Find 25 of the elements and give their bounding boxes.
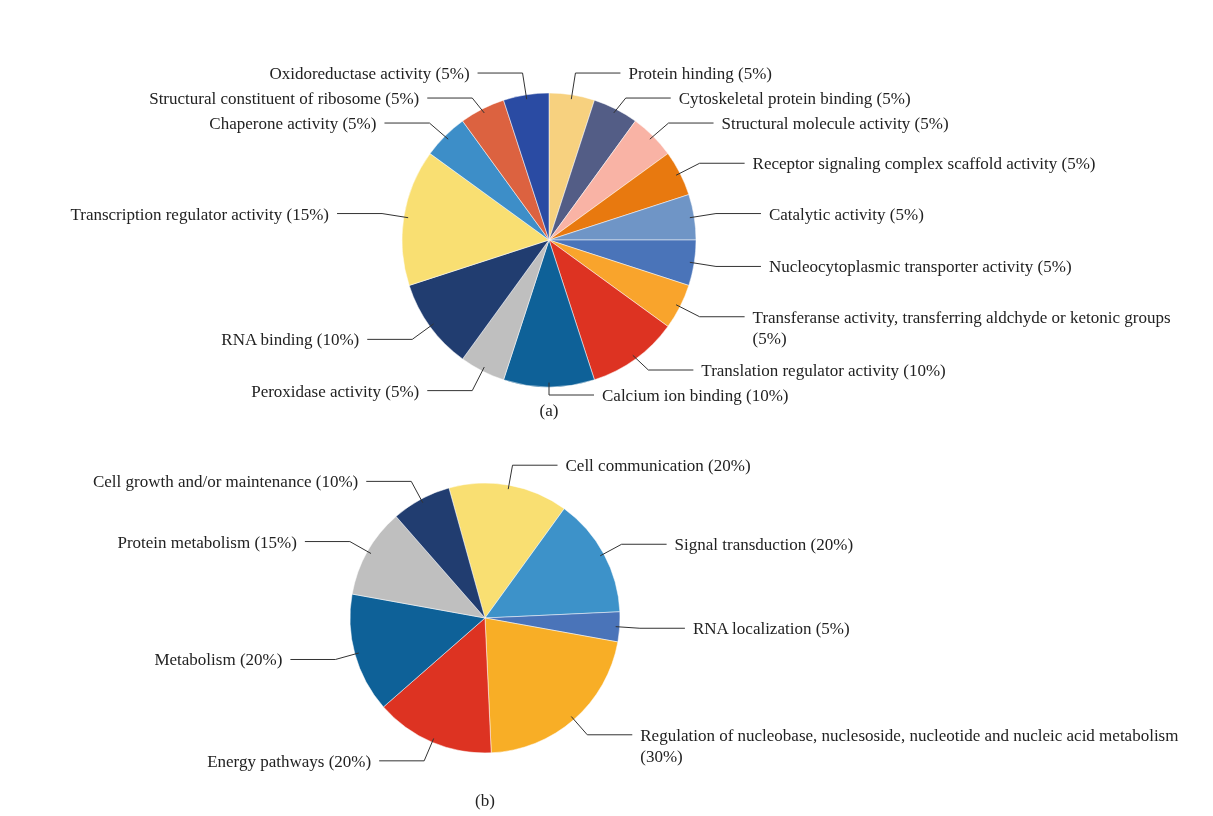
slice-label: Chaperone activity (5%) [209, 113, 377, 133]
slice-label: Cell communication (20%) [565, 456, 751, 476]
slice-label: Catalytic activity (5%) [768, 204, 924, 224]
slice-label: Energy pathways (20%) [207, 751, 372, 771]
slice-label: Nucleocytoplasmic transporter activity (5%) [768, 257, 1072, 277]
slice-label: Protein hinding (5%) [628, 63, 772, 83]
text: (b) [475, 791, 495, 810]
slice-label: Structural constituent of ribosome (5%) [149, 88, 420, 108]
slice-label: Translation regulator activity (10%) [701, 360, 946, 380]
slice-label: Transferanse activity, transferring aldchyde or ketonic groups (5%) [752, 307, 1171, 348]
slice-label: Structural molecule activity (5%) [721, 113, 949, 133]
slice-label: Cell growth and/or maintenance (10%) [92, 472, 359, 492]
slice-label: Oxidoreductase activity (5%) [269, 63, 470, 83]
slice-label: Signal transduction (20%) [674, 535, 854, 555]
slice-label: Cytoskeletal protein binding (5%) [678, 88, 911, 108]
slice-label: Protein metabolism (15%) [117, 532, 297, 552]
slice-label: RNA localization (5%) [692, 619, 850, 639]
slice-label: Metabolism (20%) [154, 650, 283, 670]
slice-label: RNA binding (10%) [221, 330, 360, 350]
slice-label: Peroxidase activity (5%) [251, 381, 420, 401]
text: (a) [539, 401, 559, 420]
slice-label: Transcription regulator activity (15%) [70, 204, 330, 224]
slice-label: Regulation of nucleobase, nuclesoside, nucleotide and nucleic acid metabolism (30%) [640, 725, 1179, 766]
slice-label: Calcium ion binding (10%) [602, 385, 789, 405]
slice-label: Receptor signaling complex scaffold activity (5%) [752, 154, 1096, 174]
